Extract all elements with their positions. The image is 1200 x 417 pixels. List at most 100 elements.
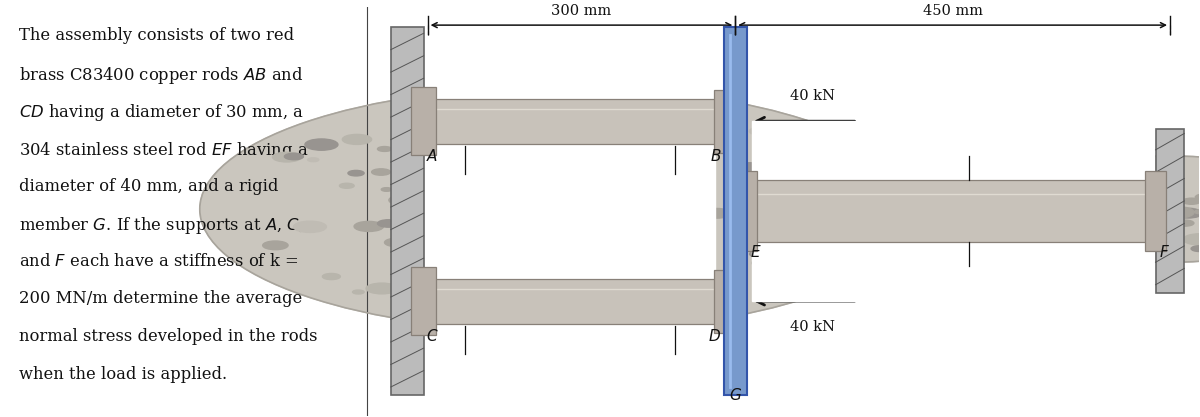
Circle shape	[566, 207, 596, 217]
Text: $G$: $G$	[728, 387, 742, 403]
Circle shape	[679, 278, 696, 284]
Text: 40 kN: 40 kN	[790, 319, 835, 334]
Circle shape	[769, 203, 782, 207]
Bar	[714, 270, 733, 333]
Bar	[736, 171, 757, 251]
Circle shape	[752, 259, 773, 266]
Circle shape	[472, 203, 503, 214]
Circle shape	[499, 173, 524, 182]
Bar	[1156, 129, 1184, 293]
Circle shape	[1014, 156, 1200, 262]
Circle shape	[1176, 220, 1194, 226]
Circle shape	[476, 253, 491, 258]
Circle shape	[1160, 207, 1194, 218]
Text: $C$: $C$	[426, 328, 439, 344]
Circle shape	[480, 241, 500, 248]
Circle shape	[484, 111, 498, 116]
Circle shape	[1112, 221, 1135, 229]
Circle shape	[1134, 213, 1158, 221]
Circle shape	[354, 221, 384, 231]
Text: $B$: $B$	[710, 148, 721, 164]
Circle shape	[307, 158, 319, 162]
Circle shape	[770, 166, 790, 173]
Circle shape	[1070, 212, 1096, 221]
Circle shape	[767, 196, 788, 204]
Bar	[391, 27, 424, 395]
Circle shape	[547, 227, 562, 232]
Circle shape	[781, 281, 796, 286]
Circle shape	[323, 274, 341, 279]
Circle shape	[632, 185, 654, 193]
Circle shape	[474, 216, 497, 224]
Circle shape	[540, 101, 563, 109]
Circle shape	[1165, 213, 1183, 219]
Circle shape	[342, 134, 372, 144]
Circle shape	[623, 231, 654, 241]
Bar	[424, 99, 724, 144]
Circle shape	[1164, 201, 1175, 205]
Circle shape	[498, 155, 515, 161]
Bar	[1145, 171, 1166, 251]
Circle shape	[449, 221, 460, 224]
Bar	[424, 279, 724, 324]
Circle shape	[760, 157, 779, 163]
Text: The assembly consists of two red: The assembly consists of two red	[19, 27, 294, 44]
Text: 30 mm: 30 mm	[546, 176, 594, 190]
Circle shape	[1192, 246, 1200, 251]
Circle shape	[1123, 223, 1153, 234]
Circle shape	[431, 135, 440, 138]
Circle shape	[660, 225, 685, 234]
Bar	[724, 27, 746, 395]
Circle shape	[622, 176, 646, 184]
Circle shape	[378, 220, 400, 227]
Circle shape	[793, 212, 823, 222]
Circle shape	[785, 171, 815, 182]
Circle shape	[578, 205, 602, 213]
Circle shape	[646, 239, 655, 242]
Circle shape	[796, 168, 820, 176]
Circle shape	[486, 196, 510, 204]
Circle shape	[1086, 174, 1103, 180]
Circle shape	[529, 203, 563, 214]
Text: 40 mm: 40 mm	[986, 238, 1036, 252]
Circle shape	[686, 225, 706, 232]
Circle shape	[470, 196, 498, 205]
Text: $D$: $D$	[708, 328, 721, 344]
Circle shape	[750, 251, 769, 257]
Bar	[746, 181, 1156, 242]
Circle shape	[1122, 244, 1142, 251]
Circle shape	[749, 128, 772, 135]
Circle shape	[635, 141, 660, 150]
Circle shape	[703, 208, 731, 218]
Circle shape	[1183, 234, 1200, 245]
Circle shape	[481, 226, 511, 236]
Circle shape	[568, 247, 581, 252]
Circle shape	[538, 215, 559, 223]
Circle shape	[606, 175, 619, 179]
Circle shape	[571, 195, 594, 203]
Circle shape	[514, 209, 526, 213]
Circle shape	[496, 217, 515, 223]
Text: 40 kN: 40 kN	[790, 89, 835, 103]
Circle shape	[526, 122, 558, 133]
Circle shape	[1146, 204, 1168, 211]
Circle shape	[392, 270, 407, 274]
Circle shape	[738, 163, 761, 170]
Bar	[412, 267, 436, 335]
Circle shape	[490, 175, 506, 181]
Circle shape	[648, 124, 672, 132]
Circle shape	[626, 234, 644, 241]
Circle shape	[494, 214, 505, 217]
Circle shape	[632, 198, 654, 206]
Circle shape	[598, 261, 618, 269]
Circle shape	[628, 218, 655, 227]
Text: 304 stainless steel rod $EF$ having a: 304 stainless steel rod $EF$ having a	[19, 140, 308, 161]
Circle shape	[475, 209, 500, 218]
Circle shape	[644, 201, 660, 207]
Circle shape	[1129, 214, 1158, 224]
Circle shape	[557, 183, 576, 190]
Circle shape	[263, 241, 288, 250]
Text: when the load is applied.: when the load is applied.	[19, 366, 228, 383]
Circle shape	[637, 266, 656, 273]
Circle shape	[632, 191, 654, 199]
